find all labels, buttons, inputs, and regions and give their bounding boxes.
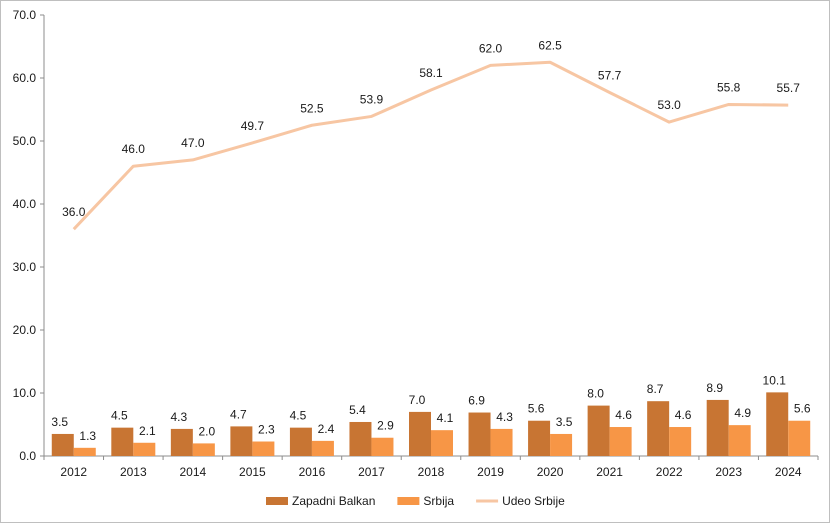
bar-data-label: 8.9 bbox=[706, 381, 723, 395]
x-tick-label: 2022 bbox=[656, 465, 683, 479]
bar-zapadni-balkan bbox=[51, 433, 74, 456]
legend-swatch bbox=[397, 497, 420, 505]
bar-srbija bbox=[431, 430, 453, 456]
line-data-label: 47.0 bbox=[181, 136, 205, 150]
bar-zapadni-balkan bbox=[349, 421, 372, 456]
bar-srbija bbox=[73, 447, 96, 456]
bar-data-label: 10.1 bbox=[763, 373, 787, 387]
bar-data-label: 3.5 bbox=[51, 415, 68, 429]
x-tick-label: 2015 bbox=[239, 465, 266, 479]
line-data-label: 46.0 bbox=[122, 142, 146, 156]
line-data-label: 57.7 bbox=[598, 68, 622, 82]
x-axis: 2012 2013 2014 2015 2016 2017 2018 2019 2020 2021… bbox=[43, 455, 819, 479]
bar-data-label: 4.1 bbox=[437, 411, 454, 425]
legend-swatch bbox=[266, 497, 288, 505]
bar-data-label: 4.5 bbox=[290, 409, 307, 423]
line-data-label: 49.7 bbox=[241, 119, 265, 133]
bar-data-label: 4.6 bbox=[675, 408, 692, 422]
line-data-label: 58.1 bbox=[419, 66, 443, 80]
line-udeo-srbije bbox=[72, 60, 789, 231]
bar-data-label: 4.3 bbox=[496, 410, 513, 424]
bar-srbija bbox=[728, 425, 751, 456]
y-tick-label: 60.0 bbox=[13, 71, 37, 85]
legend-label: Srbija bbox=[423, 494, 454, 508]
bar-data-label: 2.9 bbox=[377, 419, 394, 433]
bar-zapadni-balkan bbox=[528, 420, 551, 456]
line-series-group bbox=[72, 60, 789, 231]
x-tick-label: 2012 bbox=[60, 465, 87, 479]
bar-data-label: 7.0 bbox=[409, 393, 426, 407]
bar-data-label: 6.9 bbox=[468, 394, 485, 408]
x-tick-label: 2021 bbox=[596, 465, 623, 479]
bar-data-label: 8.7 bbox=[647, 382, 664, 396]
bar-srbija bbox=[192, 443, 215, 456]
line-data-label: 62.0 bbox=[479, 41, 503, 55]
y-tick-label: 50.0 bbox=[13, 134, 37, 148]
bar-data-label: 5.6 bbox=[794, 402, 811, 416]
data-labels-group: 3.5 4.5 4.3 4.7 4.5 5.4 7.0 6.9 5.6 8.0 8.7 8.9 10.1… bbox=[51, 38, 810, 443]
line-data-label: 52.5 bbox=[300, 101, 324, 115]
bar-data-label: 4.6 bbox=[615, 408, 632, 422]
x-tick-label: 2016 bbox=[299, 465, 326, 479]
bar-data-label: 2.4 bbox=[318, 422, 335, 436]
x-tick-label: 2014 bbox=[179, 465, 206, 479]
bar-srbija bbox=[252, 441, 275, 456]
bar-zapadni-balkan bbox=[647, 401, 670, 456]
bar-zapadni-balkan bbox=[111, 427, 134, 456]
bar-srbija bbox=[311, 440, 334, 456]
bar-series-group bbox=[51, 392, 811, 456]
y-tick-label: 30.0 bbox=[13, 260, 37, 274]
y-axis: 0.0 10.0 20.0 30.0 40.0 50.0 60.0 70.0 bbox=[13, 8, 45, 463]
line-data-label: 53.9 bbox=[360, 92, 384, 106]
legend: Zapadni Balkan Srbija Udeo Srbije bbox=[266, 494, 565, 508]
x-tick-label: 2013 bbox=[120, 465, 147, 479]
bar-srbija bbox=[550, 433, 573, 456]
bar-zapadni-balkan bbox=[468, 412, 491, 456]
x-tick-label: 2023 bbox=[715, 465, 742, 479]
bar-data-label: 4.9 bbox=[734, 406, 751, 420]
line-data-label: 55.7 bbox=[777, 81, 801, 95]
bar-data-label: 2.3 bbox=[258, 423, 275, 437]
y-tick-label: 0.0 bbox=[19, 449, 36, 463]
line-data-label: 36.0 bbox=[62, 205, 86, 219]
y-tick-label: 20.0 bbox=[13, 323, 37, 337]
bar-srbija bbox=[490, 428, 513, 456]
line-data-label: 53.0 bbox=[657, 98, 681, 112]
bar-srbija bbox=[133, 442, 156, 456]
bar-zapadni-balkan bbox=[587, 405, 610, 456]
y-tick-label: 70.0 bbox=[13, 8, 37, 22]
bar-srbija bbox=[788, 420, 811, 456]
bar-data-label: 4.7 bbox=[230, 407, 247, 421]
bar-zapadni-balkan bbox=[170, 428, 193, 456]
bar-data-label: 4.3 bbox=[171, 410, 188, 424]
bar-srbija bbox=[609, 427, 632, 456]
x-tick-label: 2024 bbox=[775, 465, 802, 479]
bar-srbija bbox=[371, 437, 394, 456]
bar-zapadni-balkan bbox=[289, 427, 312, 456]
x-tick-label: 2018 bbox=[418, 465, 445, 479]
bar-zapadni-balkan bbox=[706, 399, 729, 456]
bar-zapadni-balkan bbox=[230, 426, 253, 456]
line-data-label: 55.8 bbox=[717, 80, 741, 94]
bar-zapadni-balkan bbox=[409, 411, 431, 456]
x-tick-label: 2017 bbox=[358, 465, 385, 479]
bar-zapadni-balkan bbox=[766, 392, 789, 456]
bar-data-label: 4.5 bbox=[111, 409, 128, 423]
line-data-label: 62.5 bbox=[538, 38, 562, 52]
bar-data-label: 5.4 bbox=[349, 403, 366, 417]
bar-data-label: 2.1 bbox=[139, 424, 156, 438]
bar-srbija bbox=[669, 427, 692, 456]
y-tick-label: 10.0 bbox=[13, 386, 37, 400]
x-tick-label: 2019 bbox=[477, 465, 504, 479]
bar-data-label: 2.0 bbox=[199, 424, 216, 438]
legend-label: Udeo Srbije bbox=[502, 494, 565, 508]
x-tick-label: 2020 bbox=[537, 465, 564, 479]
bar-data-label: 3.5 bbox=[556, 415, 573, 429]
bar-data-label: 1.3 bbox=[79, 429, 96, 443]
bar-data-label: 5.6 bbox=[528, 402, 545, 416]
legend-label: Zapadni Balkan bbox=[292, 494, 375, 508]
bar-data-label: 8.0 bbox=[587, 387, 604, 401]
y-tick-label: 40.0 bbox=[13, 197, 37, 211]
